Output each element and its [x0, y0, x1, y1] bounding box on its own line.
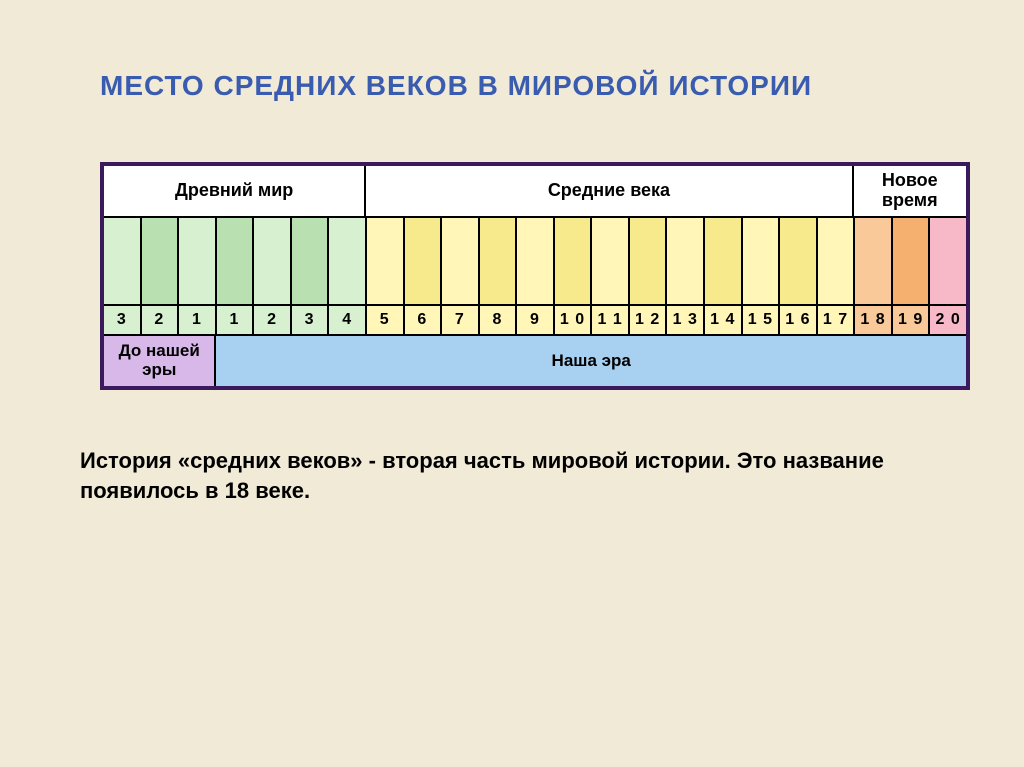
- caption-text: История «средних веков» - вторая часть м…: [80, 446, 950, 505]
- century-cell: [179, 218, 217, 304]
- century-number: 1 2: [630, 306, 668, 334]
- century-cell: [780, 218, 818, 304]
- century-cell: [930, 218, 966, 304]
- century-cell: [254, 218, 292, 304]
- century-number: 2: [142, 306, 180, 334]
- century-number: 1 7: [818, 306, 856, 334]
- period-header: Древний мир: [104, 166, 366, 216]
- page-title: МЕСТО СРЕДНИХ ВЕКОВ В МИРОВОЙ ИСТОРИИ: [100, 70, 964, 102]
- century-number: 4: [329, 306, 367, 334]
- century-number: 2 0: [930, 306, 966, 334]
- century-cell: [818, 218, 856, 304]
- century-cell: [104, 218, 142, 304]
- century-cell: [292, 218, 330, 304]
- periods-row: Древний мирСредние векаНовое время: [104, 166, 966, 218]
- century-cell: [480, 218, 518, 304]
- century-cell: [517, 218, 555, 304]
- century-cell: [743, 218, 781, 304]
- century-number: 1: [217, 306, 255, 334]
- century-number: 1 1: [592, 306, 630, 334]
- century-numbers-row: 3211234567891 01 11 21 31 41 51 61 71 81…: [104, 306, 966, 336]
- century-number: 6: [405, 306, 443, 334]
- century-number: 5: [367, 306, 405, 334]
- century-number: 3: [292, 306, 330, 334]
- era-label: До нашей эры: [104, 336, 216, 386]
- period-header: Средние века: [366, 166, 853, 216]
- century-cell: [217, 218, 255, 304]
- century-cell: [442, 218, 480, 304]
- century-cell: [630, 218, 668, 304]
- period-header: Новое время: [854, 166, 966, 216]
- century-number: 1 3: [667, 306, 705, 334]
- era-label: Наша эра: [216, 336, 966, 386]
- century-number: 1 5: [743, 306, 781, 334]
- century-cell: [367, 218, 405, 304]
- century-number: 1 0: [555, 306, 593, 334]
- era-row: До нашей эрыНаша эра: [104, 336, 966, 386]
- century-number: 1 6: [780, 306, 818, 334]
- century-cell: [555, 218, 593, 304]
- century-cell: [855, 218, 893, 304]
- color-cells-row: [104, 218, 966, 306]
- century-number: 1 9: [893, 306, 931, 334]
- century-number: 1: [179, 306, 217, 334]
- century-cell: [893, 218, 931, 304]
- century-number: 9: [517, 306, 555, 334]
- timeline-table: Древний мирСредние векаНовое время 32112…: [100, 162, 970, 390]
- century-number: 1 8: [855, 306, 893, 334]
- century-cell: [142, 218, 180, 304]
- century-cell: [667, 218, 705, 304]
- century-cell: [592, 218, 630, 304]
- century-cell: [405, 218, 443, 304]
- century-number: 8: [480, 306, 518, 334]
- century-cell: [329, 218, 367, 304]
- century-cell: [705, 218, 743, 304]
- century-number: 2: [254, 306, 292, 334]
- century-number: 3: [104, 306, 142, 334]
- century-number: 7: [442, 306, 480, 334]
- century-number: 1 4: [705, 306, 743, 334]
